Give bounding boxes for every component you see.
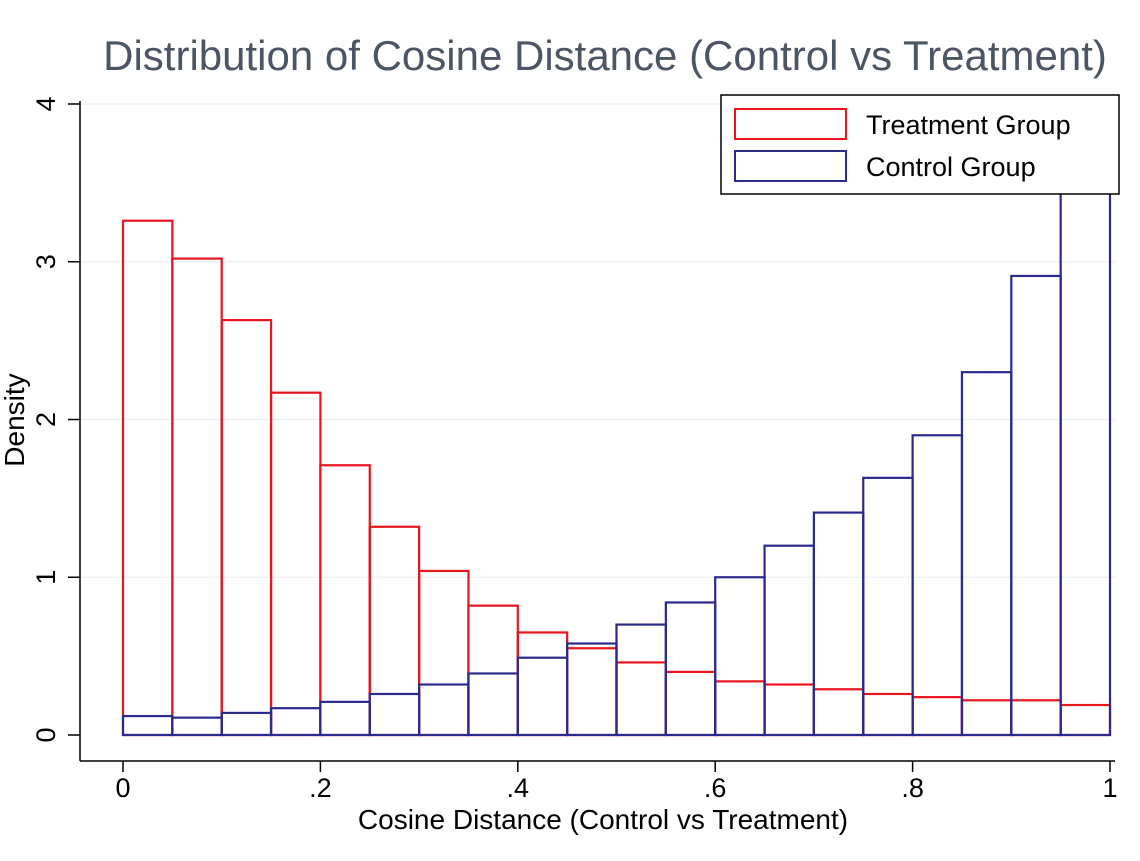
bar — [368, 692, 421, 737]
bar — [516, 631, 569, 737]
bar — [911, 696, 964, 737]
bar — [812, 688, 865, 737]
bar — [664, 670, 717, 737]
bar — [1059, 703, 1112, 737]
x-tick-label: 0 — [115, 773, 130, 803]
chart-title: Distribution of Cosine Distance (Control… — [103, 32, 1107, 79]
y-tick-label: 2 — [31, 412, 61, 427]
bar — [319, 464, 371, 737]
bar — [714, 576, 766, 737]
legend-label: Control Group — [866, 152, 1036, 182]
bar — [418, 569, 470, 737]
bar — [664, 601, 717, 737]
bar — [467, 672, 519, 737]
bar — [467, 604, 519, 737]
legend-box — [720, 94, 1120, 195]
bar — [960, 371, 1013, 737]
bars — [121, 150, 1112, 737]
bar — [368, 525, 421, 737]
bar — [220, 711, 273, 737]
y-tick-label: 3 — [31, 254, 61, 269]
bar — [171, 716, 223, 737]
bar — [862, 692, 914, 737]
bar — [1010, 274, 1062, 737]
legend-label: Treatment Group — [866, 110, 1071, 140]
bar — [121, 219, 174, 737]
y-tick-label: 0 — [31, 727, 61, 742]
series-control — [121, 150, 1112, 737]
bar — [566, 647, 618, 737]
bar — [319, 700, 371, 737]
y-tick-label: 1 — [31, 570, 61, 585]
bar — [763, 544, 815, 737]
bar — [960, 699, 1013, 737]
y-axis-label: Density — [0, 373, 30, 466]
x-axis-label: Cosine Distance (Control vs Treatment) — [358, 804, 848, 835]
legend: Treatment Group Control Group — [720, 94, 1120, 195]
bar — [269, 707, 322, 737]
bar — [269, 391, 322, 737]
x-tick-label: .2 — [309, 773, 332, 803]
bar — [714, 680, 766, 737]
bar — [911, 434, 964, 737]
x-tick-label: 1 — [1102, 773, 1117, 803]
bar — [1059, 150, 1112, 737]
bar — [615, 623, 667, 737]
axes: 0 1 2 3 4 0 .2 .4 .6 .8 1 — [31, 96, 1118, 803]
legend-swatch — [734, 108, 847, 140]
bar — [171, 257, 223, 737]
bar — [812, 511, 865, 737]
bar — [615, 661, 667, 737]
bar — [418, 683, 470, 737]
x-tick-label: .6 — [704, 773, 727, 803]
y-tick-label: 4 — [31, 96, 61, 111]
bar — [121, 714, 174, 737]
x-tick-label: .4 — [507, 773, 530, 803]
x-tick-label: .8 — [901, 773, 924, 803]
bar — [516, 656, 569, 737]
bar — [220, 319, 273, 737]
bar — [566, 642, 618, 737]
bar — [1010, 699, 1062, 737]
bar — [763, 683, 815, 737]
bar — [862, 476, 914, 737]
legend-swatch — [734, 150, 847, 182]
